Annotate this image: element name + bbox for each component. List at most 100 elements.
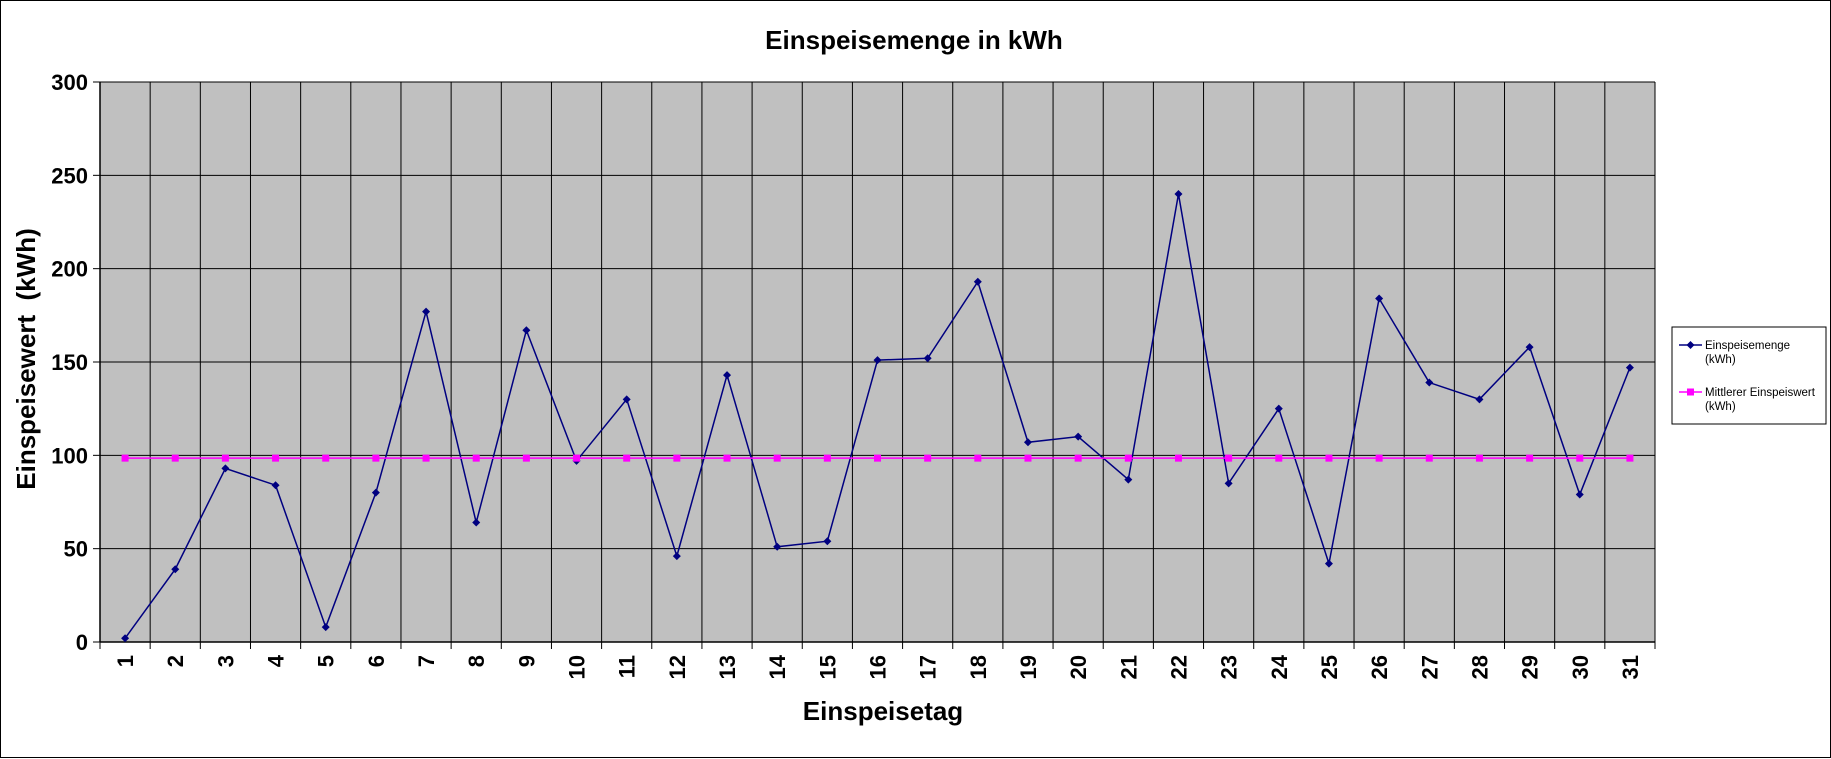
data-point-marker: [1274, 404, 1283, 413]
x-tick-label: 27: [1417, 655, 1442, 679]
y-tick-label: 200: [51, 257, 88, 282]
data-point-marker: [1475, 454, 1483, 462]
x-tick-label: 23: [1217, 655, 1242, 679]
x-tick-label: 11: [615, 655, 640, 678]
data-point-marker: [622, 395, 631, 404]
x-tick-label: 31: [1618, 655, 1643, 679]
x-tick-label: 16: [866, 655, 891, 679]
x-tick-label: 21: [1116, 655, 1141, 679]
data-point-marker: [422, 307, 431, 316]
x-tick-label: 12: [665, 655, 690, 679]
data-point-marker: [1626, 454, 1634, 462]
x-tick-label: 1: [113, 655, 138, 667]
data-point-marker: [1475, 395, 1484, 404]
x-tick-label: 19: [1016, 655, 1041, 679]
legend: Einspeisemenge (kWh) Mittlerer Einspeiswer…: [1671, 326, 1827, 425]
x-tick-label: 24: [1267, 654, 1292, 679]
data-point-marker: [472, 518, 481, 527]
data-point-marker: [773, 542, 782, 551]
data-point-marker: [522, 326, 531, 335]
legend-swatch-marker: [1687, 388, 1694, 396]
data-point-marker: [371, 488, 380, 497]
x-tick-label: 9: [514, 655, 539, 667]
data-point-marker: [1074, 454, 1082, 462]
y-tick-label: 100: [51, 443, 88, 468]
x-tick-label: 13: [715, 655, 740, 679]
x-tick-label: 15: [815, 655, 840, 679]
data-point-marker: [974, 454, 982, 462]
data-point-marker: [924, 454, 932, 462]
data-point-marker: [1375, 294, 1384, 303]
data-point-marker: [171, 565, 180, 574]
data-point-marker: [1074, 432, 1083, 441]
x-tick-label: 3: [213, 655, 238, 667]
data-point-marker: [823, 454, 831, 462]
data-point-marker: [1625, 363, 1634, 372]
data-point-marker: [1325, 454, 1333, 462]
data-point-marker: [1526, 454, 1534, 462]
x-tick-label: 22: [1166, 655, 1191, 679]
data-point-marker: [1525, 343, 1534, 352]
y-axis-title: Einspeisewert (kWh): [11, 228, 41, 490]
data-point-marker: [1576, 454, 1584, 462]
data-point-marker: [121, 634, 130, 643]
x-tick-label: 20: [1066, 655, 1091, 679]
data-point-marker: [121, 454, 129, 462]
x-tick-label: 4: [264, 654, 289, 667]
x-tick-label: 17: [916, 655, 941, 679]
data-point-marker: [923, 354, 932, 363]
data-point-marker: [272, 454, 280, 462]
data-point-marker: [672, 552, 681, 561]
data-point-marker: [1275, 454, 1283, 462]
x-tick-label: 29: [1518, 655, 1543, 679]
data-point-marker: [1225, 454, 1233, 462]
data-point-marker: [472, 454, 480, 462]
data-point-marker: [673, 454, 681, 462]
legend-label: (kWh): [1705, 401, 1736, 413]
x-tick-label: 2: [163, 655, 188, 667]
data-point-marker: [573, 454, 581, 462]
legend-label: Mittlerer Einspeiswert: [1705, 387, 1816, 399]
data-point-marker: [322, 454, 330, 462]
x-tick-label: 5: [314, 655, 339, 667]
data-point-marker: [773, 454, 781, 462]
data-point-marker: [1324, 559, 1333, 568]
x-tick-label: 10: [565, 655, 590, 679]
data-point-marker: [271, 481, 280, 490]
y-tick-label: 150: [51, 350, 88, 375]
data-point-marker: [873, 356, 882, 365]
data-point-marker: [372, 454, 380, 462]
x-tick-label: 18: [966, 655, 991, 679]
x-axis-title: Einspeisetag: [803, 696, 963, 726]
data-point-marker: [1124, 475, 1133, 484]
x-tick-label: 6: [364, 655, 389, 667]
data-point-marker: [221, 454, 229, 462]
chart-title: Einspeisemenge in kWh: [765, 25, 1063, 55]
legend-box: [1671, 326, 1827, 425]
data-point-marker: [1174, 454, 1182, 462]
data-point-marker: [1023, 438, 1032, 447]
data-point-marker: [823, 537, 832, 546]
y-tick-label: 50: [64, 537, 88, 562]
data-point-marker: [1024, 454, 1032, 462]
data-point-marker: [973, 277, 982, 286]
data-point-marker: [171, 454, 179, 462]
data-point-marker: [1375, 454, 1383, 462]
data-point-marker: [221, 464, 230, 473]
data-point-marker: [422, 454, 430, 462]
x-tick-label: 30: [1568, 655, 1593, 679]
data-point-marker: [723, 454, 731, 462]
legend-label: (kWh): [1705, 354, 1736, 366]
y-tick-label: 0: [76, 630, 88, 655]
data-point-marker: [1224, 479, 1233, 488]
y-tick-label: 250: [51, 163, 88, 188]
data-point-marker: [522, 454, 530, 462]
data-point-marker: [321, 623, 330, 632]
x-tick-label: 28: [1467, 655, 1492, 679]
x-tick-label: 26: [1367, 655, 1392, 679]
x-tick-label: 7: [414, 655, 439, 667]
data-point-marker: [623, 454, 631, 462]
data-point-marker: [874, 454, 881, 462]
